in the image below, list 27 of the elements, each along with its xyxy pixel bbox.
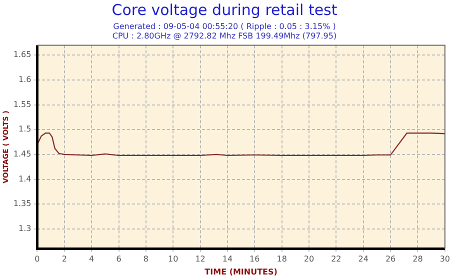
x-tick-label: 2 [62,254,67,264]
chart-title: Core voltage during retail test [112,0,338,19]
x-tick-label: 30 [440,254,450,264]
x-tick-label: 0 [34,254,40,264]
x-tick-label: 10 [168,254,178,264]
y-tick-label: 1.5 [18,124,32,134]
y-tick-label: 1.45 [13,150,32,159]
x-tick-label: 12 [195,254,206,264]
x-tick-label: 18 [276,254,287,264]
x-tick-label: 24 [358,254,368,264]
x-tick-label: 14 [222,254,233,264]
y-tick-label: 1.6 [18,75,32,84]
x-tick-label: 16 [250,254,260,264]
x-tick-label: 22 [331,254,342,264]
x-tick-label: 20 [304,254,314,264]
chart-subtitle: Generated : 09-05-04 00:55:20 ( Ripple : 0.05 : 3.15% ) CPU : 2.80GHz @ 2792.82 Mhz FSB 199.49Mhz (797.95) [112,22,337,40]
x-tick-label: 26 [385,254,396,264]
x-tick-label: 6 [116,254,122,264]
x-tick-label: 8 [143,254,148,264]
x-tick-label: 28 [412,254,423,264]
y-tick-label: 1.4 [18,174,32,184]
y-tick-label: 1.3 [18,224,32,234]
x-axis-title: TIME (MINUTES) [204,267,278,276]
y-tick-label: 1.55 [13,100,32,109]
y-tick-label: 1.65 [13,50,32,60]
y-tick-label: 1.35 [13,199,32,208]
x-tick-label: 4 [89,254,94,264]
